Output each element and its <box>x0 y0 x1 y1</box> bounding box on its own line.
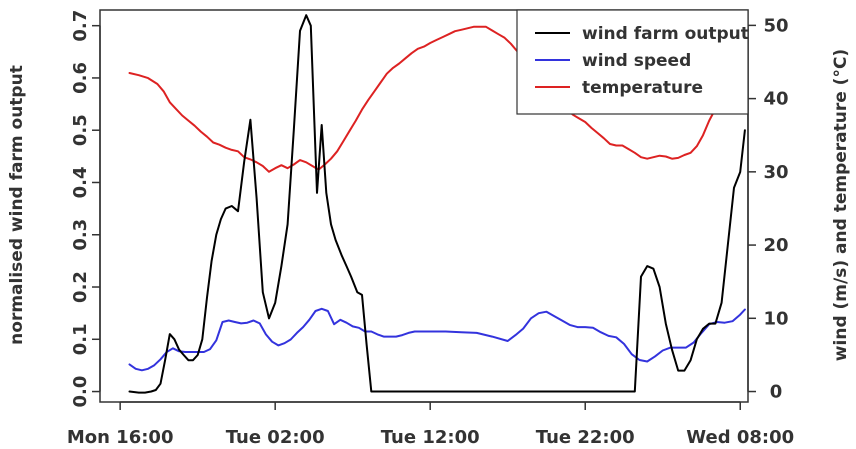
x-tick-label: Wed 08:00 <box>686 427 794 448</box>
y-right-tick-label: 20 <box>763 235 788 256</box>
x-tick-label: Tue 02:00 <box>226 427 325 448</box>
y-left-tick-label: 0.3 <box>70 219 91 251</box>
y-left-tick-label: 0.6 <box>70 62 91 94</box>
y-right-tick-label: 0 <box>770 382 783 403</box>
x-tick-label: Mon 16:00 <box>67 427 174 448</box>
y-right-tick-label: 30 <box>763 162 788 183</box>
series-line-wind-farm-output <box>128 14 746 394</box>
y-axis-left-title: normalised wind farm output <box>7 65 27 345</box>
y-axis-right-title: wind (m/s) and temperature (°C) <box>831 49 851 361</box>
x-tick-label: Tue 12:00 <box>381 427 480 448</box>
y-right-tick-label: 10 <box>763 308 788 329</box>
y-left-tick-label: 0.2 <box>70 271 91 303</box>
y-left-tick-label: 0.5 <box>70 114 91 146</box>
y-left-tick-label: 0.7 <box>70 10 91 42</box>
x-tick-label: Tue 22:00 <box>536 427 635 448</box>
axes-group: Mon 16:00 Tue 02:00 Tue 12:00 Tue 22:00 Wed … <box>67 10 794 448</box>
legend-label-temperature: temperature <box>582 78 703 98</box>
series-line-wind-speed <box>128 307 746 372</box>
y-left-tick-label: 0.1 <box>70 323 91 355</box>
y-right-tick-label: 50 <box>763 15 788 36</box>
legend-label-wind-farm-output: wind farm output <box>582 24 749 44</box>
legend-label-wind-speed: wind speed <box>582 51 691 71</box>
y-left-tick-label: 0.4 <box>70 167 91 199</box>
y-left-tick-label: 0.0 <box>70 376 91 408</box>
series-line-temperature <box>128 25 746 173</box>
legend-box <box>516 9 749 115</box>
series-group <box>128 14 746 394</box>
y-right-tick-label: 40 <box>763 89 788 110</box>
legend: wind farm output wind speed temperature <box>516 9 749 115</box>
